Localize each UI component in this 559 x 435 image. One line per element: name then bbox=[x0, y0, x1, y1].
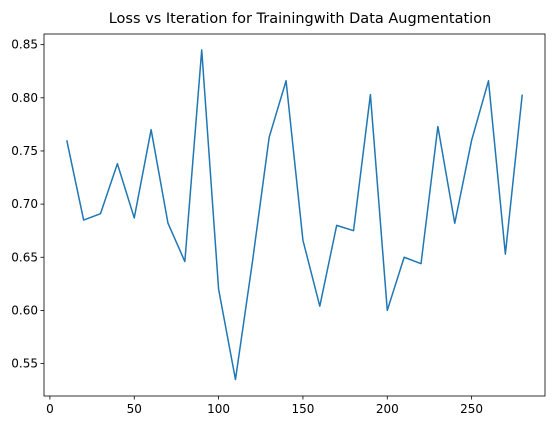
y-tick-label: 0.80 bbox=[11, 91, 38, 105]
chart-title: Loss vs Iteration for Trainingwith Data … bbox=[109, 11, 492, 27]
x-tick-label: 0 bbox=[46, 402, 54, 416]
y-tick-label: 0.55 bbox=[11, 357, 38, 371]
y-tick-label: 0.75 bbox=[11, 144, 38, 158]
x-tick-label: 200 bbox=[376, 402, 399, 416]
axes-frame bbox=[43, 33, 546, 397]
y-tick-label: 0.70 bbox=[11, 197, 38, 211]
plot-area bbox=[66, 49, 523, 381]
x-tick-label: 100 bbox=[207, 402, 230, 416]
x-tick-label: 50 bbox=[127, 402, 142, 416]
x-tick-label: 150 bbox=[291, 402, 314, 416]
y-axis-ticks: 0.55 0.60 0.65 0.70 0.75 0.80 0.85 bbox=[11, 38, 44, 371]
y-tick-label: 0.65 bbox=[11, 250, 38, 264]
y-tick-label: 0.60 bbox=[11, 303, 38, 317]
x-tick-label: 250 bbox=[460, 402, 483, 416]
x-axis-ticks: 0 50 100 150 200 250 bbox=[46, 396, 483, 416]
y-tick-label: 0.85 bbox=[11, 38, 38, 52]
series-line-0 bbox=[66, 49, 523, 381]
